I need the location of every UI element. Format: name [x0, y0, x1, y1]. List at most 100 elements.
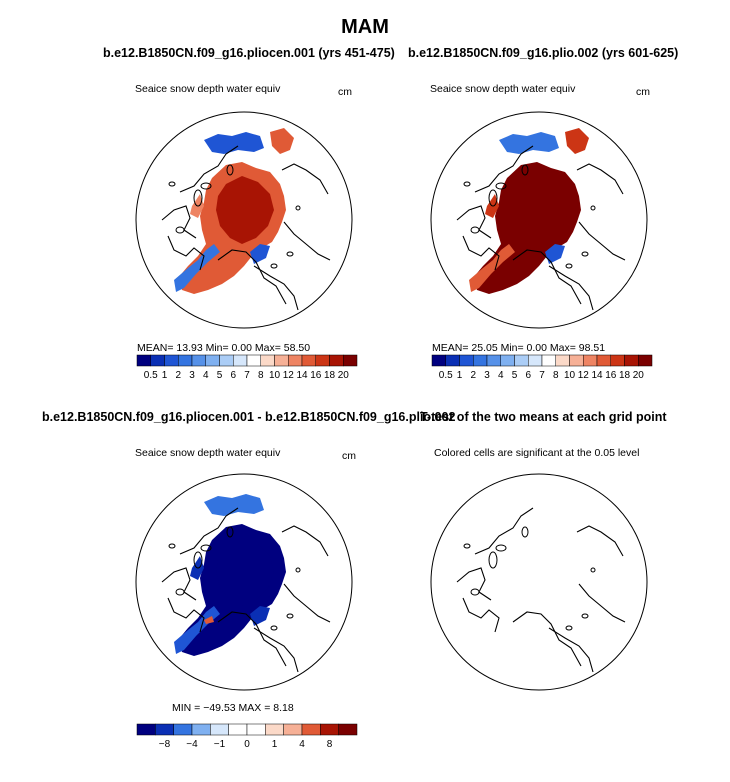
colorbar-swatch — [219, 354, 234, 367]
chukchi-snow-field — [565, 128, 589, 154]
panel-1-subtitle: Seaice snow depth water equiv — [135, 83, 281, 95]
colorbar-swatch — [191, 354, 206, 367]
colorbar-tick-label: 3 — [189, 370, 195, 381]
colorbar-tick-label: 1 — [162, 370, 168, 381]
colorbar-swatch — [288, 354, 303, 367]
coastline — [281, 525, 329, 557]
barents-margin-field — [250, 244, 270, 264]
colorbar-tick-label: 14 — [591, 370, 603, 381]
colorbar-swatch — [136, 723, 156, 736]
coastline — [512, 249, 582, 305]
panel-1-title: b.e12.B1850CN.f09_g16.pliocen.001 (yrs 4… — [103, 46, 395, 60]
island-outline — [270, 625, 278, 631]
colorbar-swatch — [191, 723, 211, 736]
colorbar-tick-label: 6 — [230, 370, 236, 381]
panel-4-title: T-test of the two means at each grid poi… — [420, 410, 667, 424]
colorbar-tick-label: 18 — [324, 370, 336, 381]
island-outline — [193, 551, 203, 569]
colorbar-swatch — [596, 354, 611, 367]
colorbar-swatch — [528, 354, 543, 367]
coastline — [167, 597, 205, 633]
colorbar-tick-label: 12 — [283, 370, 295, 381]
coastline — [456, 567, 492, 601]
colorbar-panel-1: 0.5 1 2 3 4 5 6 7 8 10 12 14 16 18 20 — [136, 354, 358, 381]
panel-2-stats: MEAN= 25.05 Min= 0.00 Max= 98.51 — [432, 342, 606, 354]
coastline — [253, 265, 299, 311]
colorbar-swatch — [164, 354, 179, 367]
colorbar-panel-2: 0.5 1 2 3 4 5 6 7 8 10 12 14 16 18 20 — [431, 354, 653, 381]
island-outline — [226, 526, 234, 538]
island-outline — [200, 544, 212, 552]
coastline — [283, 221, 331, 261]
positive-difference-spot — [204, 616, 214, 624]
colorbar-tick-label: 8 — [553, 370, 559, 381]
sea-ice-snow-core — [511, 176, 569, 244]
coastline — [578, 221, 626, 261]
colorbar-tick-label: 0.5 — [144, 370, 158, 381]
coastline — [253, 627, 299, 673]
colorbar-swatch — [136, 354, 151, 367]
coastline — [283, 583, 331, 623]
colorbar-swatch — [315, 354, 330, 367]
map-boundary-circle — [430, 111, 648, 329]
colorbar-swatch — [541, 354, 556, 367]
coastline — [462, 597, 500, 633]
panel-3-subtitle: Seaice snow depth water equiv — [135, 447, 281, 459]
island-outline — [495, 182, 507, 190]
island-outline — [521, 164, 529, 176]
barents-margin-field — [545, 244, 565, 264]
coastline — [161, 205, 197, 239]
island-outline — [226, 164, 234, 176]
coastline — [161, 567, 197, 601]
colorbar-tick-label: 7 — [244, 370, 250, 381]
colorbar-swatch — [150, 354, 165, 367]
map-boundary-circle — [135, 473, 353, 691]
colorbar-tick-label: 3 — [484, 370, 490, 381]
colorbar-swatch — [445, 354, 460, 367]
colorbar-tick-label: 7 — [539, 370, 545, 381]
colorbar-swatch — [624, 354, 639, 367]
colorbar-tick-label: 0 — [244, 739, 250, 750]
colorbar-swatch — [205, 354, 220, 367]
coastline — [576, 163, 624, 195]
colorbar-tick-label: 16 — [310, 370, 322, 381]
colorbar-tick-label: 10 — [564, 370, 576, 381]
colorbar-panel-3: −8 −4 −1 0 1 4 8 — [136, 723, 358, 750]
island-outline — [521, 526, 529, 538]
colorbar-swatch — [431, 354, 446, 367]
colorbar-tick-label: 8 — [258, 370, 264, 381]
colorbar-tick-label: 8 — [327, 739, 333, 750]
colorbar-swatch — [233, 354, 248, 367]
colorbar-swatch — [260, 354, 275, 367]
colorbar-swatch — [274, 354, 289, 367]
coastline — [456, 205, 492, 239]
panel-3-title: b.e12.B1850CN.f09_g16.pliocen.001 - b.e1… — [42, 410, 456, 424]
island-outline — [488, 551, 498, 569]
map-boundary-circle — [430, 473, 648, 691]
colorbar-swatch — [283, 723, 303, 736]
panel-1-units: cm — [338, 86, 352, 98]
island-outline — [470, 588, 480, 596]
island-outline — [193, 189, 203, 207]
island-outline — [295, 567, 301, 573]
coastline — [179, 507, 239, 555]
colorbar-swatch — [486, 354, 501, 367]
island-outline — [590, 205, 596, 211]
island-outline — [581, 613, 589, 619]
colorbar-swatch — [514, 354, 529, 367]
colorbar-tick-label: 14 — [296, 370, 308, 381]
colorbar-swatch — [228, 723, 248, 736]
coastline — [512, 611, 582, 667]
barents-difference-field — [250, 606, 270, 626]
panel-3-stats: MIN = −49.53 MAX = 8.18 — [172, 702, 294, 714]
colorbar-swatch — [320, 723, 339, 736]
island-outline — [565, 263, 573, 269]
panel-3-units: cm — [342, 450, 356, 462]
coastline — [167, 235, 205, 271]
island-outline — [463, 543, 471, 549]
coastline — [548, 627, 594, 673]
figure-title: MAM — [341, 16, 389, 38]
island-outline — [470, 226, 480, 234]
island-outline — [495, 544, 507, 552]
colorbar-tick-label: 4 — [299, 739, 305, 750]
